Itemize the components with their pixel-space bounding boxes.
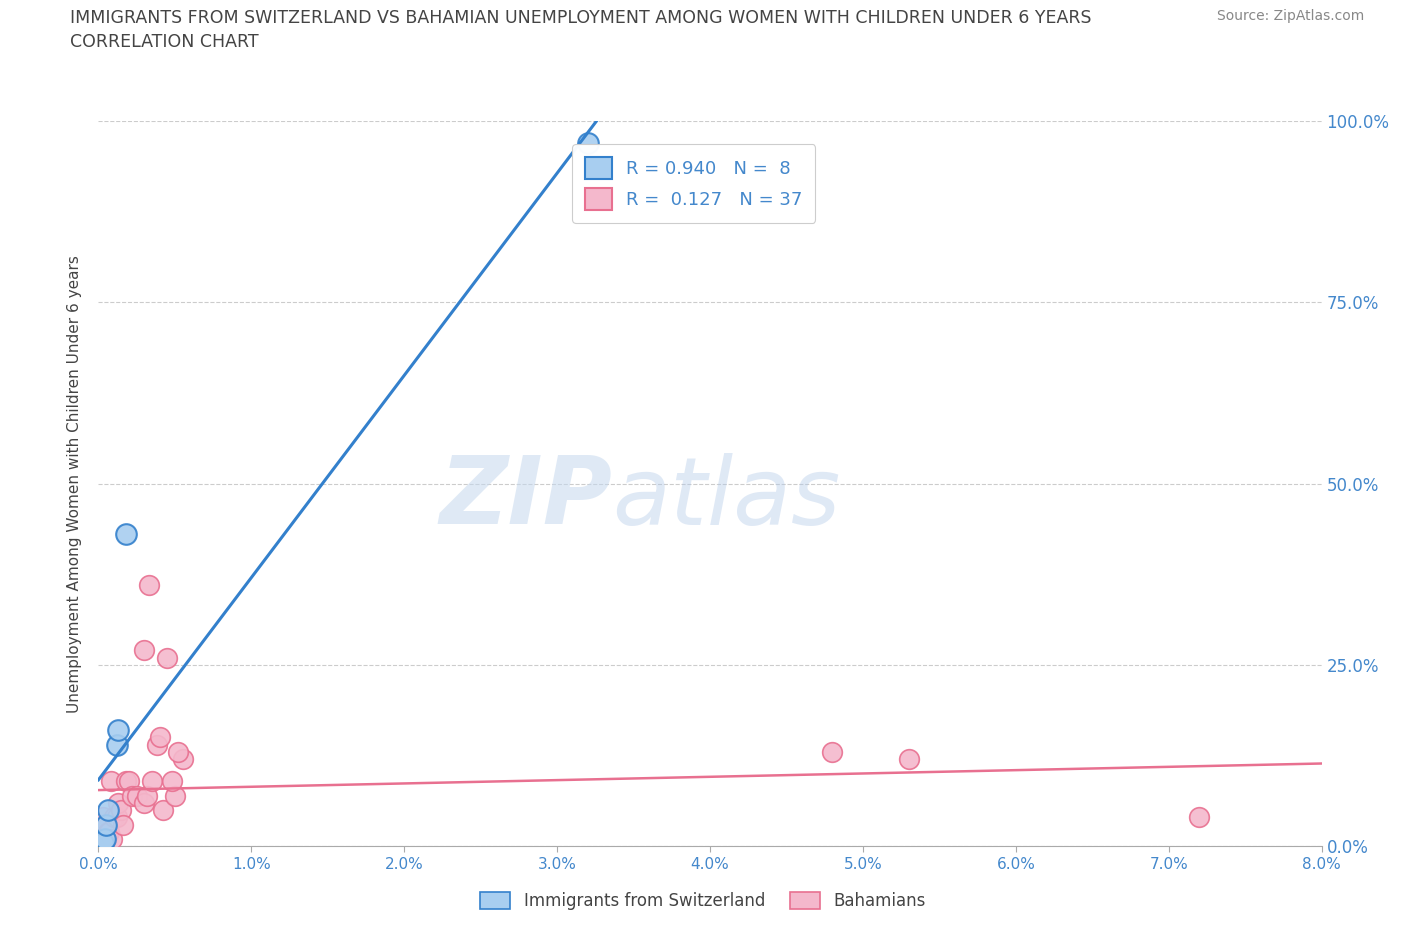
Point — [163, 788, 186, 803]
Point — [97, 824, 120, 839]
Point — [576, 135, 599, 150]
Text: CORRELATION CHART: CORRELATION CHART — [70, 33, 259, 50]
Point — [107, 723, 129, 737]
Point — [136, 788, 159, 803]
Legend: R = 0.940   N =  8, R =  0.127   N = 37: R = 0.940 N = 8, R = 0.127 N = 37 — [572, 144, 815, 223]
Point — [897, 751, 920, 766]
Point — [134, 643, 156, 658]
Point — [160, 774, 183, 789]
Point — [138, 578, 160, 592]
Point — [167, 745, 190, 760]
Point — [115, 774, 138, 789]
Point — [91, 810, 114, 825]
Point — [90, 831, 112, 846]
Point — [94, 817, 117, 832]
Point — [152, 803, 174, 817]
Point — [103, 810, 125, 825]
Point — [115, 527, 138, 542]
Point — [145, 737, 167, 752]
Point — [93, 831, 115, 846]
Point — [100, 774, 122, 789]
Point — [134, 795, 156, 810]
Point — [107, 795, 129, 810]
Point — [821, 745, 844, 760]
Text: Source: ZipAtlas.com: Source: ZipAtlas.com — [1216, 9, 1364, 23]
Point — [105, 737, 128, 752]
Point — [98, 824, 121, 839]
Point — [89, 831, 111, 846]
Point — [156, 650, 179, 665]
Point — [110, 803, 132, 817]
Point — [125, 788, 148, 803]
Y-axis label: Unemployment Among Women with Children Under 6 years: Unemployment Among Women with Children U… — [67, 255, 83, 712]
Point — [97, 803, 120, 817]
Point — [101, 831, 124, 846]
Legend: Immigrants from Switzerland, Bahamians: Immigrants from Switzerland, Bahamians — [474, 885, 932, 917]
Point — [111, 817, 134, 832]
Point — [1188, 810, 1211, 825]
Point — [121, 788, 143, 803]
Point — [105, 810, 128, 825]
Point — [118, 774, 141, 789]
Point — [141, 774, 163, 789]
Point — [91, 835, 114, 850]
Point — [90, 824, 112, 839]
Point — [172, 751, 194, 766]
Point — [149, 730, 172, 745]
Text: atlas: atlas — [612, 453, 841, 544]
Point — [91, 824, 114, 839]
Text: IMMIGRANTS FROM SWITZERLAND VS BAHAMIAN UNEMPLOYMENT AMONG WOMEN WITH CHILDREN U: IMMIGRANTS FROM SWITZERLAND VS BAHAMIAN … — [70, 9, 1092, 27]
Text: ZIP: ZIP — [439, 452, 612, 544]
Point — [94, 831, 117, 846]
Point — [94, 817, 117, 832]
Point — [93, 831, 115, 846]
